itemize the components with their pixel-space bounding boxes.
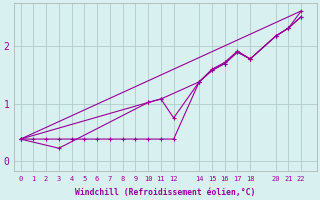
X-axis label: Windchill (Refroidissement éolien,°C): Windchill (Refroidissement éolien,°C) xyxy=(75,188,256,197)
